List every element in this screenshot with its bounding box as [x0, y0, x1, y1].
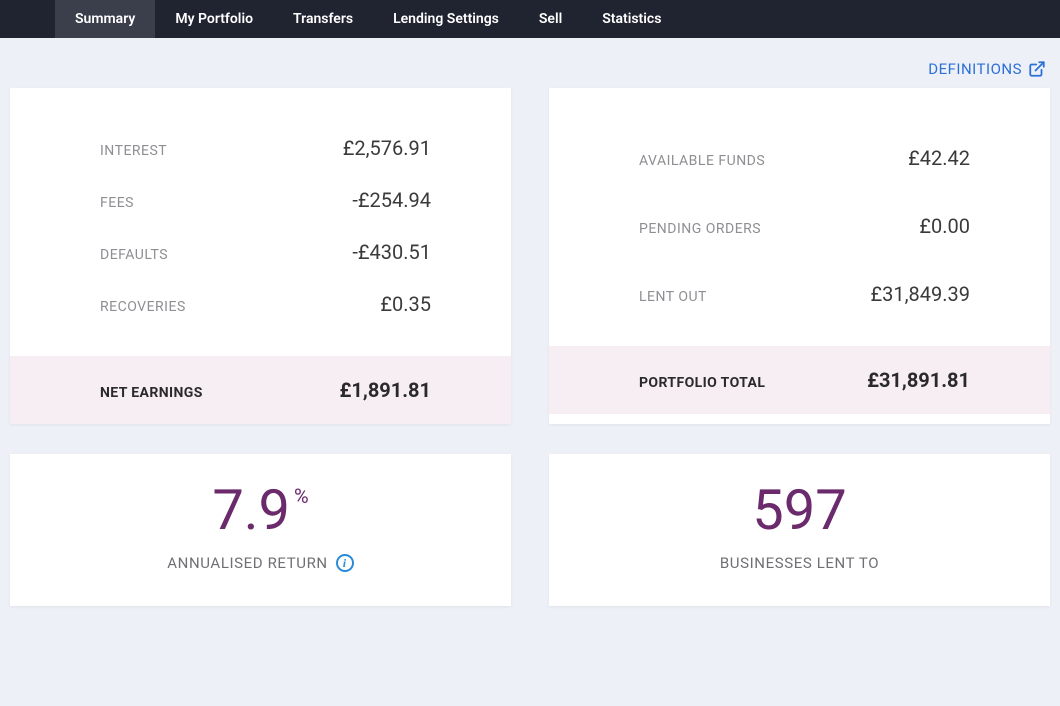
annualised-return-label-row: ANNUALISED RETURN i: [167, 554, 353, 572]
label-available-funds: AVAILABLE FUNDS: [639, 153, 765, 169]
row-lent-out: LENT OUT £31,849.39: [639, 282, 970, 306]
value-fees: -£254.94: [352, 188, 431, 212]
earnings-card: INTEREST £2,576.91 FEES -£254.94 DEFAULT…: [10, 88, 511, 424]
return-number: 7.9: [212, 482, 290, 538]
value-defaults: -£430.51: [352, 240, 431, 264]
navbar: Summary My Portfolio Transfers Lending S…: [0, 0, 1060, 38]
businesses-label: BUSINESSES LENT TO: [720, 554, 879, 572]
label-defaults: DEFAULTS: [100, 247, 168, 263]
label-pending-orders: PENDING ORDERS: [639, 221, 761, 237]
businesses-value: 597: [752, 482, 846, 538]
definitions-link[interactable]: DEFINITIONS: [928, 60, 1046, 78]
external-link-icon: [1028, 60, 1046, 78]
value-available-funds: £42.42: [908, 146, 970, 170]
percent-symbol: %: [294, 486, 309, 506]
businesses-number: 597: [752, 482, 846, 538]
definitions-row: DEFINITIONS: [0, 38, 1060, 78]
net-earnings-label: NET EARNINGS: [100, 385, 203, 401]
portfolio-footer: PORTFOLIO TOTAL £31,891.81: [549, 346, 1050, 414]
row-fees: FEES -£254.94: [100, 188, 431, 212]
info-icon[interactable]: i: [336, 554, 354, 572]
earnings-footer: NET EARNINGS £1,891.81: [10, 356, 511, 424]
row-interest: INTEREST £2,576.91: [100, 136, 431, 160]
annualised-return-value: 7.9 %: [212, 482, 308, 538]
row-available-funds: AVAILABLE FUNDS £42.42: [639, 146, 970, 170]
tab-lending-settings[interactable]: Lending Settings: [373, 0, 519, 38]
value-lent-out: £31,849.39: [870, 282, 970, 306]
tab-transfers[interactable]: Transfers: [273, 0, 373, 38]
value-interest: £2,576.91: [343, 136, 431, 160]
label-fees: FEES: [100, 195, 134, 211]
value-recoveries: £0.35: [380, 292, 431, 316]
label-recoveries: RECOVERIES: [100, 299, 186, 315]
annualised-return-card: 7.9 % ANNUALISED RETURN i: [10, 454, 511, 606]
portfolio-total-label: PORTFOLIO TOTAL: [639, 375, 765, 391]
businesses-card: 597 BUSINESSES LENT TO: [549, 454, 1050, 606]
annualised-return-label: ANNUALISED RETURN: [167, 554, 327, 572]
net-earnings-value: £1,891.81: [340, 378, 431, 402]
label-lent-out: LENT OUT: [639, 289, 707, 305]
portfolio-card: AVAILABLE FUNDS £42.42 PENDING ORDERS £0…: [549, 88, 1050, 424]
portfolio-total-value: £31,891.81: [867, 368, 970, 392]
definitions-label: DEFINITIONS: [928, 60, 1022, 78]
row-defaults: DEFAULTS -£430.51: [100, 240, 431, 264]
row-recoveries: RECOVERIES £0.35: [100, 292, 431, 316]
tab-statistics[interactable]: Statistics: [582, 0, 681, 38]
tab-my-portfolio[interactable]: My Portfolio: [155, 0, 273, 38]
label-interest: INTEREST: [100, 143, 167, 159]
value-pending-orders: £0.00: [919, 214, 970, 238]
tab-summary[interactable]: Summary: [55, 0, 155, 38]
row-pending-orders: PENDING ORDERS £0.00: [639, 214, 970, 238]
tab-sell[interactable]: Sell: [519, 0, 582, 38]
